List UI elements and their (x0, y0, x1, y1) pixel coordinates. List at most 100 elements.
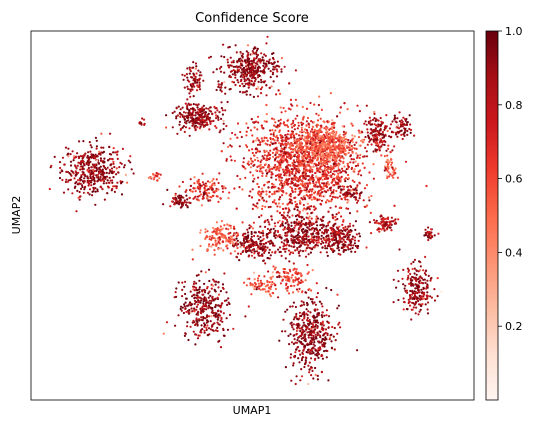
scatter-point (320, 130, 323, 134)
scatter-point (242, 232, 245, 235)
scatter-point (332, 124, 335, 127)
scatter-point (272, 131, 275, 134)
scatter-point (250, 59, 253, 63)
scatter-point (210, 287, 213, 290)
scatter-point (287, 226, 290, 229)
scatter-point (247, 126, 250, 129)
scatter-point (193, 302, 196, 305)
scatter-point (199, 71, 202, 74)
scatter-point (294, 190, 297, 193)
scatter-point (114, 151, 117, 154)
scatter-point (312, 343, 315, 346)
scatter-point (200, 123, 203, 126)
scatter-point (177, 281, 180, 284)
scatter-point (306, 231, 309, 234)
scatter-point (324, 237, 327, 240)
scatter-point (229, 137, 232, 140)
scatter-point (93, 166, 96, 169)
scatter-point (61, 170, 64, 173)
scatter-point (311, 165, 314, 168)
scatter-point (219, 346, 223, 349)
scatter-point (302, 165, 305, 168)
scatter-point (316, 123, 319, 126)
scatter-point (79, 163, 82, 166)
scatter-point (297, 145, 300, 148)
scatter-point (310, 162, 313, 165)
scatter-point (268, 223, 271, 226)
scatter-point (76, 179, 80, 182)
scatter-point (327, 157, 330, 160)
scatter-point (318, 135, 322, 138)
scatter-point (195, 72, 198, 75)
scatter-point (353, 168, 356, 171)
scatter-point (207, 327, 211, 330)
scatter-point (303, 135, 306, 138)
scatter-point (302, 122, 305, 125)
scatter-point (269, 70, 272, 73)
scatter-point (235, 237, 238, 240)
scatter-point (302, 177, 305, 180)
scatter-point (179, 115, 182, 118)
scatter-point (263, 81, 266, 84)
scatter-point (338, 154, 341, 157)
scatter-point (296, 209, 299, 212)
scatter-point (300, 179, 303, 182)
scatter-point (234, 71, 237, 74)
scatter-point (262, 127, 265, 130)
scatter-point (328, 128, 331, 131)
scatter-point (312, 239, 315, 242)
scatter-point (276, 126, 279, 129)
scatter-point (252, 95, 255, 98)
scatter-point (217, 85, 220, 88)
scatter-point (308, 318, 311, 322)
scatter-point (79, 155, 82, 158)
scatter-point (270, 176, 273, 179)
scatter-point (346, 185, 349, 188)
scatter-point (306, 186, 309, 189)
scatter-point (228, 191, 231, 194)
scatter-point (96, 180, 99, 183)
scatter-point (313, 189, 316, 192)
scatter-point (279, 166, 282, 169)
scatter-point (260, 52, 263, 55)
scatter-point (108, 157, 111, 160)
scatter-point (235, 256, 239, 259)
scatter-point (334, 339, 337, 342)
scatter-point (247, 71, 250, 75)
scatter-point (75, 155, 78, 158)
scatter-point (299, 249, 302, 252)
scatter-point (325, 133, 328, 137)
scatter-point (356, 234, 359, 238)
scatter-point (82, 162, 85, 165)
scatter-point (70, 169, 73, 172)
scatter-point (317, 114, 320, 117)
scatter-point (241, 82, 244, 85)
scatter-point (228, 313, 232, 316)
scatter-point (337, 182, 340, 185)
scatter-point (271, 151, 274, 154)
scatter-point (216, 318, 219, 321)
scatter-point (224, 109, 227, 112)
scatter-point (155, 171, 158, 175)
scatter-point (310, 198, 313, 201)
scatter-point (258, 199, 261, 202)
scatter-point (337, 323, 340, 326)
scatter-point (309, 188, 312, 191)
scatter-point (346, 228, 349, 231)
scatter-point (190, 83, 193, 86)
scatter-point (267, 221, 270, 224)
scatter-point (307, 135, 310, 138)
scatter-point (281, 139, 284, 142)
scatter-point (184, 280, 187, 283)
scatter-point (332, 165, 335, 168)
scatter-point (321, 182, 324, 185)
scatter-point (302, 148, 305, 151)
scatter-point (193, 289, 196, 292)
scatter-point (256, 53, 260, 57)
scatter-point (277, 89, 280, 92)
scatter-point (252, 59, 255, 62)
scatter-point (256, 202, 259, 205)
scatter-point (195, 294, 198, 297)
scatter-point (210, 315, 213, 318)
scatter-point (302, 130, 305, 133)
